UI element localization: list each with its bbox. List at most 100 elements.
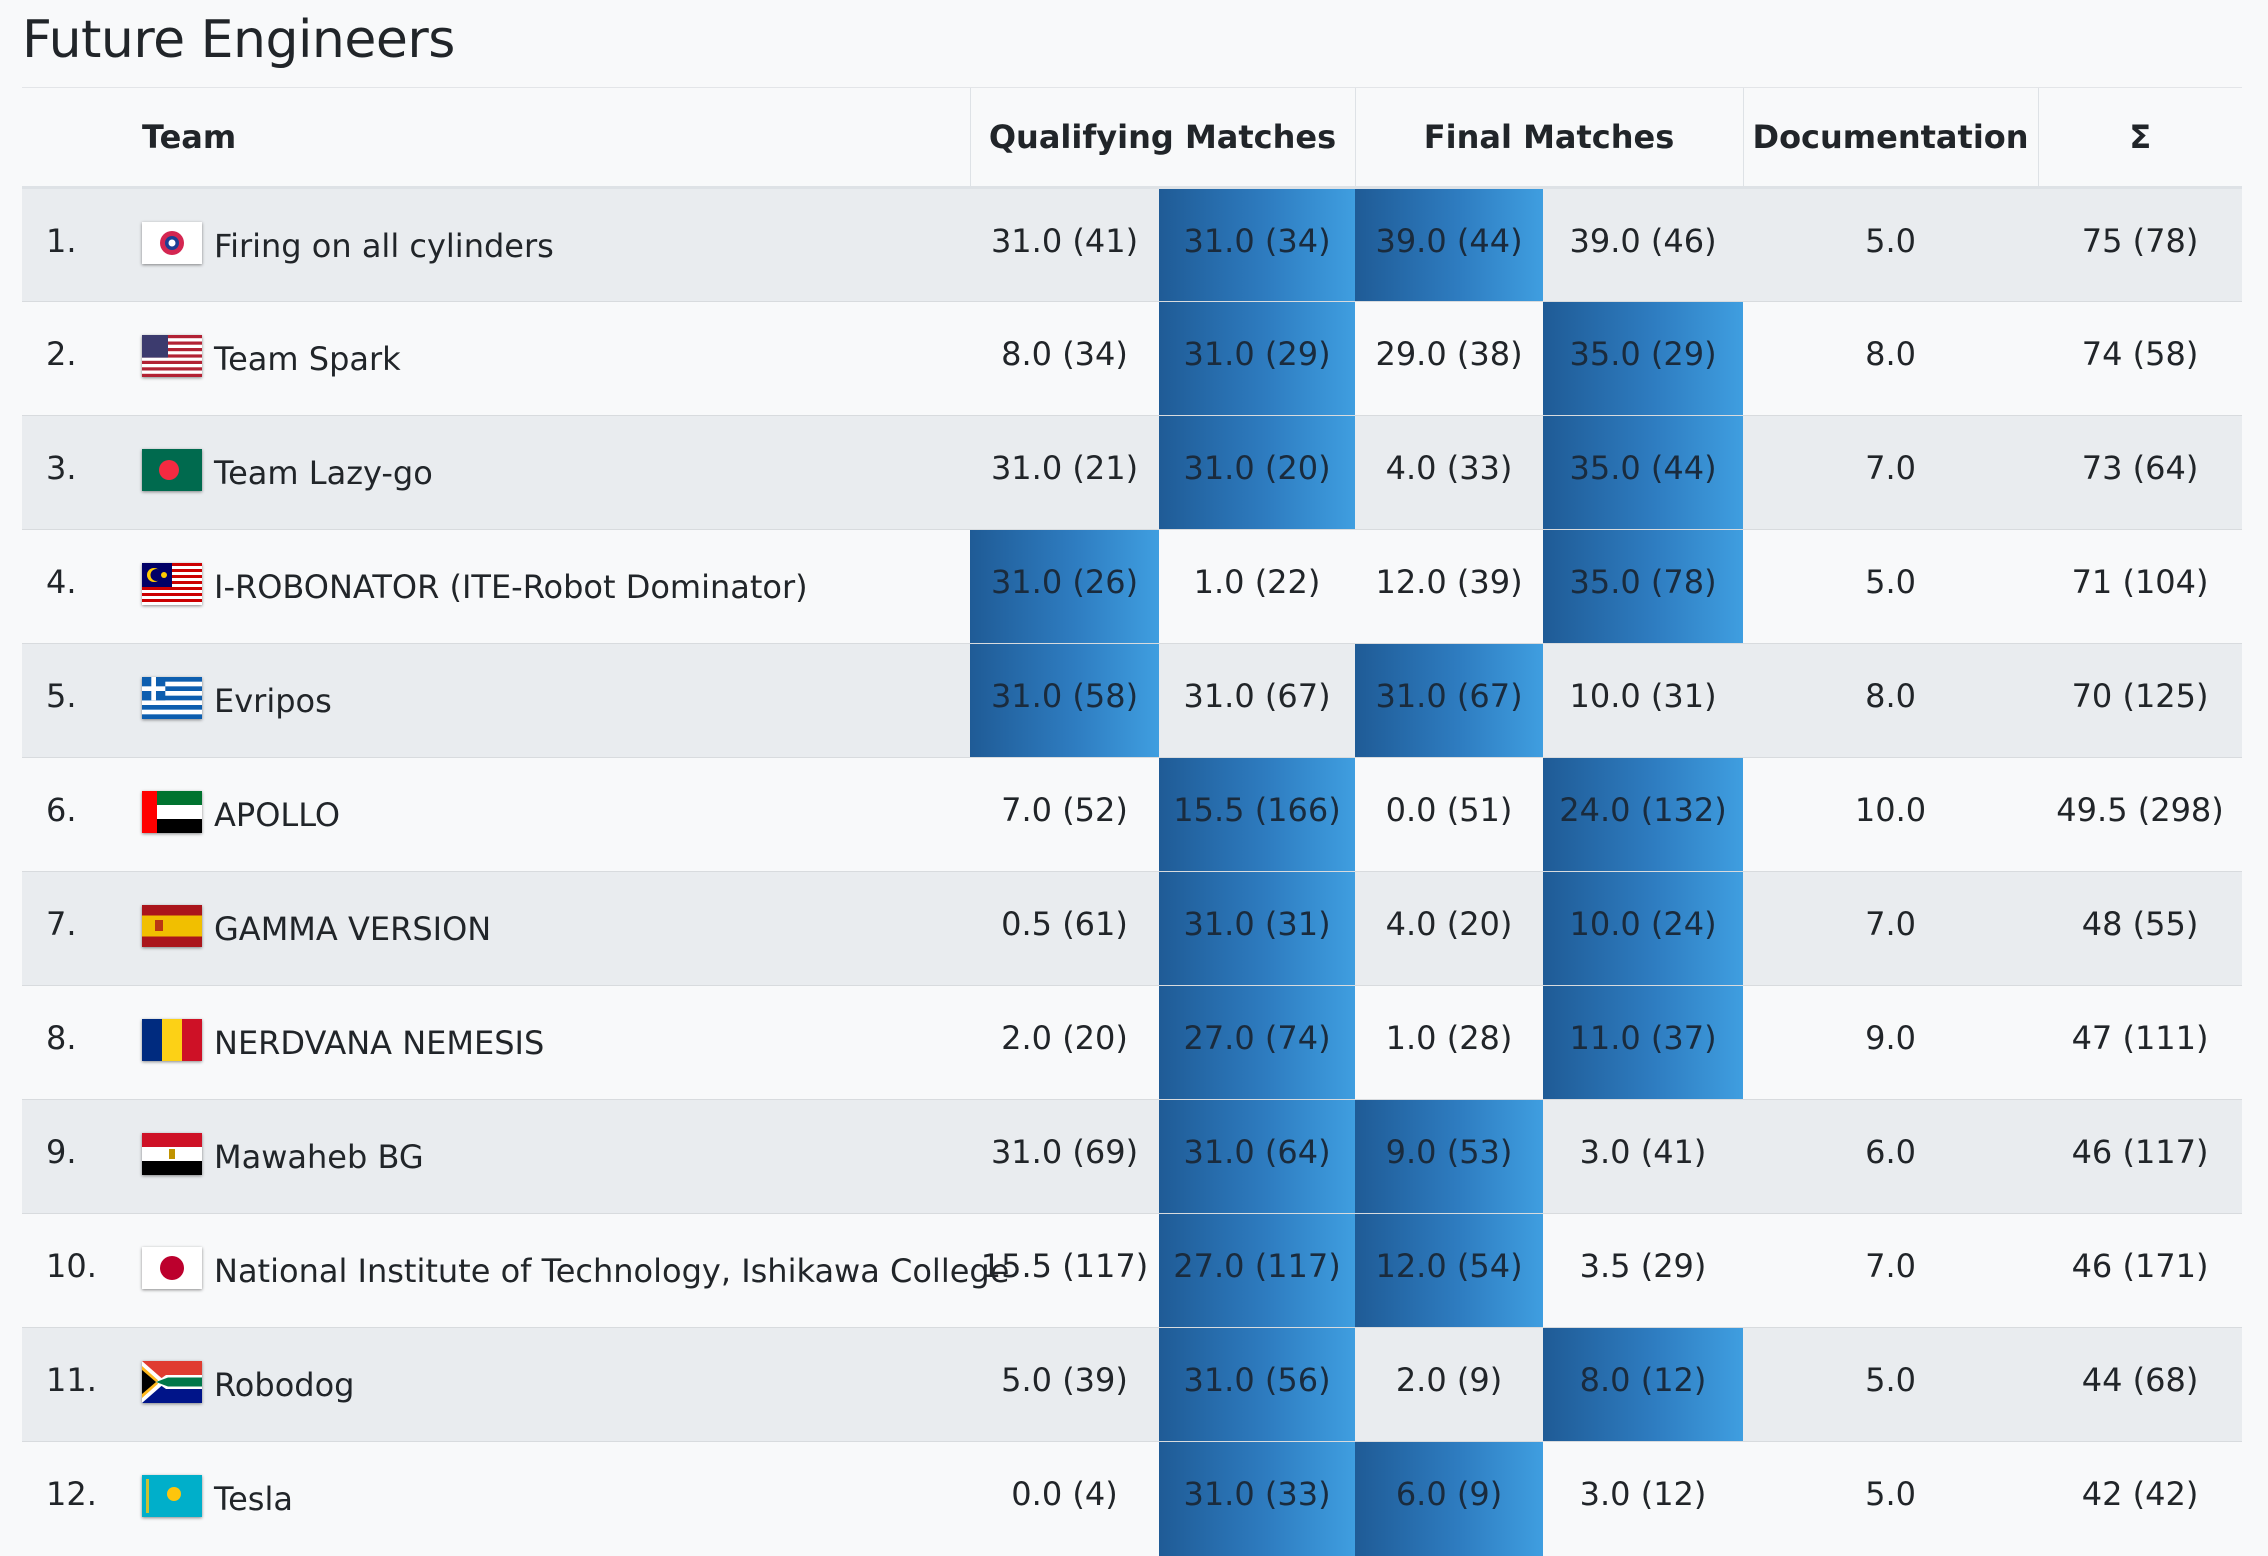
team-cell: Tesla (142, 1441, 970, 1556)
final-match-1-score: 29.0 (38) (1355, 301, 1544, 416)
table-row: 5. Evripos 31.0 (58) 31.0 (67) 31.0 (67) 10.0… (22, 643, 2243, 758)
results-table-container: Team Qualifying Matches Final Matches Do… (22, 87, 2243, 1556)
qualifying-match-2-score: 1.0 (22) (1159, 529, 1356, 644)
documentation-score: 7.0 (1743, 1213, 2039, 1328)
qualifying-match-1-score: 31.0 (69) (970, 1099, 1159, 1214)
final-match-1-score: 12.0 (39) (1355, 529, 1544, 644)
team-cell: Mawaheb BG (142, 1099, 970, 1214)
documentation-score: 7.0 (1743, 871, 2039, 986)
final-match-1-score: 4.0 (20) (1355, 871, 1544, 986)
qualifying-match-2-score: 31.0 (29) (1159, 301, 1356, 416)
total-score: 42 (42) (2038, 1441, 2243, 1556)
final-match-2-score: 35.0 (44) (1543, 415, 1744, 530)
qualifying-match-2-score: 31.0 (33) (1159, 1441, 1356, 1556)
final-match-2-score: 3.0 (41) (1543, 1099, 1744, 1214)
header-final-matches[interactable]: Final Matches (1354, 87, 1744, 189)
greece-flag-icon (142, 677, 202, 719)
qualifying-match-2-score: 31.0 (64) (1159, 1099, 1356, 1214)
team-name: Firing on all cylinders (214, 227, 554, 265)
table-row: 2. Team Spark 8.0 (34) 31.0 (29) 29.0 (38) 35… (22, 301, 2243, 416)
documentation-score: 5.0 (1743, 529, 2039, 644)
qualifying-match-1-score: 15.5 (117) (970, 1213, 1159, 1328)
total-score: 47 (111) (2038, 985, 2243, 1100)
qualifying-match-2-score: 27.0 (117) (1159, 1213, 1356, 1328)
total-score: 46 (171) (2038, 1213, 2243, 1328)
rank-cell: 7. (22, 871, 142, 986)
total-score: 71 (104) (2038, 529, 2243, 644)
south-africa-flag-icon (142, 1361, 202, 1403)
team-name: APOLLO (214, 796, 341, 834)
kazakhstan-flag-icon (142, 1475, 202, 1517)
qualifying-match-2-score: 31.0 (67) (1159, 643, 1356, 758)
header-documentation[interactable]: Documentation (1742, 87, 2039, 189)
final-match-1-score: 1.0 (28) (1355, 985, 1544, 1100)
bangladesh-flag-icon (142, 449, 202, 491)
rank-cell: 9. (22, 1099, 142, 1214)
team-name: I-ROBONATOR (ITE-Robot Dominator) (214, 568, 808, 606)
table-row: 4. I-ROBONATOR (ITE-Robot Dominator) 31.0 … (22, 529, 2243, 644)
final-match-1-score: 9.0 (53) (1355, 1099, 1544, 1214)
usa-flag-icon (142, 335, 202, 377)
japan-flag-icon (142, 1247, 202, 1289)
header-sum[interactable]: Σ (2037, 87, 2243, 189)
documentation-score: 5.0 (1743, 1441, 2039, 1556)
final-match-2-score: 10.0 (24) (1543, 871, 1744, 986)
team-name: National Institute of Technology, Ishika… (214, 1252, 1010, 1290)
rank-cell: 4. (22, 529, 142, 644)
qualifying-match-1-score: 31.0 (21) (970, 415, 1159, 530)
qualifying-match-1-score: 31.0 (26) (970, 529, 1159, 644)
qualifying-match-1-score: 0.0 (4) (970, 1441, 1159, 1556)
qualifying-match-1-score: 7.0 (52) (970, 757, 1159, 872)
table-row: 7. GAMMA VERSION 0.5 (61) 31.0 (31) 4.0 (20)… (22, 871, 2243, 986)
table-row: 11. Robodog 5.0 (39) 31.0 (56) 2.0 (9) 8.0 (1… (22, 1327, 2243, 1442)
table-header-row: Team Qualifying Matches Final Matches Do… (22, 87, 2243, 189)
final-match-1-score: 0.0 (51) (1355, 757, 1544, 872)
final-match-2-score: 10.0 (31) (1543, 643, 1744, 758)
qualifying-match-2-score: 31.0 (31) (1159, 871, 1356, 986)
qualifying-match-2-score: 31.0 (20) (1159, 415, 1356, 530)
table-row: 3. Team Lazy-go 31.0 (21) 31.0 (20) 4.0 (33)… (22, 415, 2243, 530)
total-score: 46 (117) (2038, 1099, 2243, 1214)
header-team[interactable]: Team (22, 87, 970, 189)
documentation-score: 6.0 (1743, 1099, 2039, 1214)
egypt-flag-icon (142, 1133, 202, 1175)
chinese-taipei-flag-icon (142, 222, 202, 264)
qualifying-match-1-score: 31.0 (58) (970, 643, 1159, 758)
total-score: 44 (68) (2038, 1327, 2243, 1442)
uae-flag-icon (142, 791, 202, 833)
header-qualifying-matches[interactable]: Qualifying Matches (969, 87, 1356, 189)
rank-cell: 2. (22, 301, 142, 416)
results-table: Team Qualifying Matches Final Matches Do… (22, 87, 2243, 1556)
team-cell: NERDVANA NEMESIS (142, 985, 970, 1100)
rank-cell: 8. (22, 985, 142, 1100)
qualifying-match-2-score: 31.0 (34) (1159, 187, 1356, 302)
team-cell: GAMMA VERSION (142, 871, 970, 986)
total-score: 70 (125) (2038, 643, 2243, 758)
team-name: GAMMA VERSION (214, 910, 492, 948)
team-cell: National Institute of Technology, Ishika… (142, 1213, 1009, 1328)
final-match-1-score: 39.0 (44) (1355, 187, 1544, 302)
team-name: Team Lazy-go (214, 454, 433, 492)
final-match-2-score: 8.0 (12) (1543, 1327, 1744, 1442)
total-score: 73 (64) (2038, 415, 2243, 530)
table-body: 1. Firing on all cylinders 31.0 (41) 31.0 (… (22, 187, 2243, 1556)
team-cell: Firing on all cylinders (142, 187, 970, 302)
total-score: 48 (55) (2038, 871, 2243, 986)
rank-cell: 11. (22, 1327, 142, 1442)
qualifying-match-2-score: 27.0 (74) (1159, 985, 1356, 1100)
final-match-2-score: 24.0 (132) (1543, 757, 1744, 872)
qualifying-match-1-score: 0.5 (61) (970, 871, 1159, 986)
final-match-1-score: 31.0 (67) (1355, 643, 1544, 758)
documentation-score: 8.0 (1743, 643, 2039, 758)
qualifying-match-1-score: 8.0 (34) (970, 301, 1159, 416)
documentation-score: 5.0 (1743, 187, 2039, 302)
team-cell: APOLLO (142, 757, 970, 872)
rank-cell: 10. (22, 1213, 142, 1328)
table-row: 1. Firing on all cylinders 31.0 (41) 31.0 (… (22, 187, 2243, 302)
team-cell: Team Spark (142, 301, 970, 416)
final-match-2-score: 3.5 (29) (1543, 1213, 1744, 1328)
table-row: 8. NERDVANA NEMESIS 2.0 (20) 27.0 (74) 1.0 (… (22, 985, 2243, 1100)
documentation-score: 5.0 (1743, 1327, 2039, 1442)
romania-flag-icon (142, 1019, 202, 1061)
total-score: 49.5 (298) (2038, 757, 2243, 872)
